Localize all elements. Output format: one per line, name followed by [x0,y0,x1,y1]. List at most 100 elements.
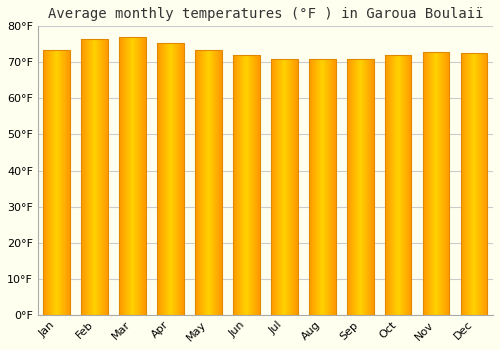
Bar [204,50,205,315]
Bar [463,53,464,315]
Bar [475,53,476,315]
Bar [254,55,255,315]
Bar [362,59,363,315]
Bar [283,59,284,315]
Bar [173,42,174,315]
Bar [334,59,335,315]
Bar [328,59,329,315]
Bar [50,50,51,315]
Bar [211,50,212,315]
Bar [392,55,393,315]
Bar [363,59,364,315]
Bar [347,59,348,315]
Bar [220,50,221,315]
Bar [240,55,241,315]
Bar [360,59,361,315]
Bar [136,37,138,315]
Bar [297,59,298,315]
Bar [290,59,291,315]
Bar [282,59,283,315]
Bar [434,51,435,315]
Bar [320,59,321,315]
Bar [470,53,471,315]
Bar [358,59,359,315]
Bar [394,55,395,315]
Bar [329,59,330,315]
Bar [430,51,431,315]
Bar [407,55,408,315]
Bar [364,59,365,315]
Bar [347,59,374,315]
Bar [234,55,235,315]
Bar [252,55,253,315]
Bar [233,55,260,315]
Bar [295,59,296,315]
Bar [408,55,409,315]
Bar [208,50,209,315]
Bar [134,37,136,315]
Bar [60,50,61,315]
Bar [445,51,446,315]
Bar [331,59,332,315]
Bar [255,55,256,315]
Bar [314,59,315,315]
Bar [195,50,196,315]
Bar [486,53,488,315]
Bar [120,37,146,315]
Bar [318,59,319,315]
Bar [354,59,355,315]
Bar [138,37,140,315]
Bar [309,59,310,315]
Bar [373,59,374,315]
Bar [462,53,463,315]
Bar [278,59,279,315]
Bar [166,42,168,315]
Bar [447,51,448,315]
Bar [126,37,128,315]
Bar [236,55,237,315]
Bar [402,55,403,315]
Bar [478,53,480,315]
Bar [242,55,243,315]
Bar [59,50,60,315]
Bar [386,55,387,315]
Bar [212,50,213,315]
Bar [426,51,427,315]
Bar [289,59,290,315]
Bar [179,42,180,315]
Bar [480,53,482,315]
Bar [144,37,146,315]
Bar [448,51,449,315]
Bar [274,59,275,315]
Bar [258,55,259,315]
Bar [170,42,172,315]
Bar [349,59,350,315]
Bar [199,50,200,315]
Bar [427,51,428,315]
Bar [83,39,84,315]
Bar [424,51,425,315]
Bar [355,59,356,315]
Bar [432,51,433,315]
Bar [56,50,57,315]
Bar [239,55,240,315]
Bar [182,42,183,315]
Bar [233,55,234,315]
Bar [160,42,162,315]
Bar [256,55,257,315]
Bar [48,50,49,315]
Bar [200,50,201,315]
Bar [235,55,236,315]
Bar [400,55,401,315]
Bar [464,53,465,315]
Bar [201,50,202,315]
Bar [207,50,208,315]
Bar [84,39,85,315]
Bar [444,51,445,315]
Bar [98,39,100,315]
Bar [140,37,141,315]
Bar [385,55,386,315]
Bar [198,50,199,315]
Bar [310,59,311,315]
Bar [176,42,177,315]
